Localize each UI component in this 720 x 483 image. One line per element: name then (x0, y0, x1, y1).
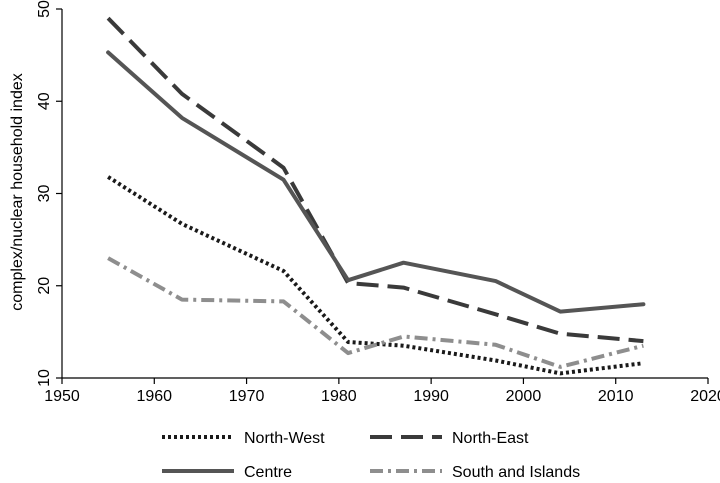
series-lines (106, 16, 646, 376)
x-tick-label: 1990 (413, 388, 449, 405)
x-tick-label: 1980 (321, 388, 357, 405)
series-line-north-east (106, 16, 644, 344)
y-axis-title: complex/nuclear household index (9, 73, 26, 310)
y-tick-label: 50 (36, 0, 53, 18)
series-line-south-and-islands (107, 256, 644, 369)
legend-label-centre: Centre (244, 464, 292, 481)
x-tick-label: 1950 (44, 388, 80, 405)
legend-label-north-west: North-West (244, 430, 325, 447)
legend: North-West North-East Centre South and Isla… (162, 430, 580, 481)
legend-label-north-east: North-East (452, 430, 529, 447)
y-tick-label: 30 (36, 185, 53, 203)
series-line-north-west (107, 175, 644, 376)
x-tick-label: 1960 (136, 388, 172, 405)
x-tick-label: 2010 (598, 388, 634, 405)
series-line-centre (106, 50, 646, 314)
x-tick-label: 1970 (229, 388, 265, 405)
x-tick-label: 2000 (506, 388, 542, 405)
x-tick-label: 2020 (690, 388, 720, 405)
y-tick-label: 20 (36, 277, 53, 295)
y-tick-label: 40 (36, 92, 53, 110)
axes: 10 20 30 40 50 1950 1960 1970 1980 1990 2000 2010 20… (36, 0, 720, 405)
legend-label-south-and-islands: South and Islands (452, 464, 580, 481)
y-tick-label: 10 (36, 369, 53, 387)
